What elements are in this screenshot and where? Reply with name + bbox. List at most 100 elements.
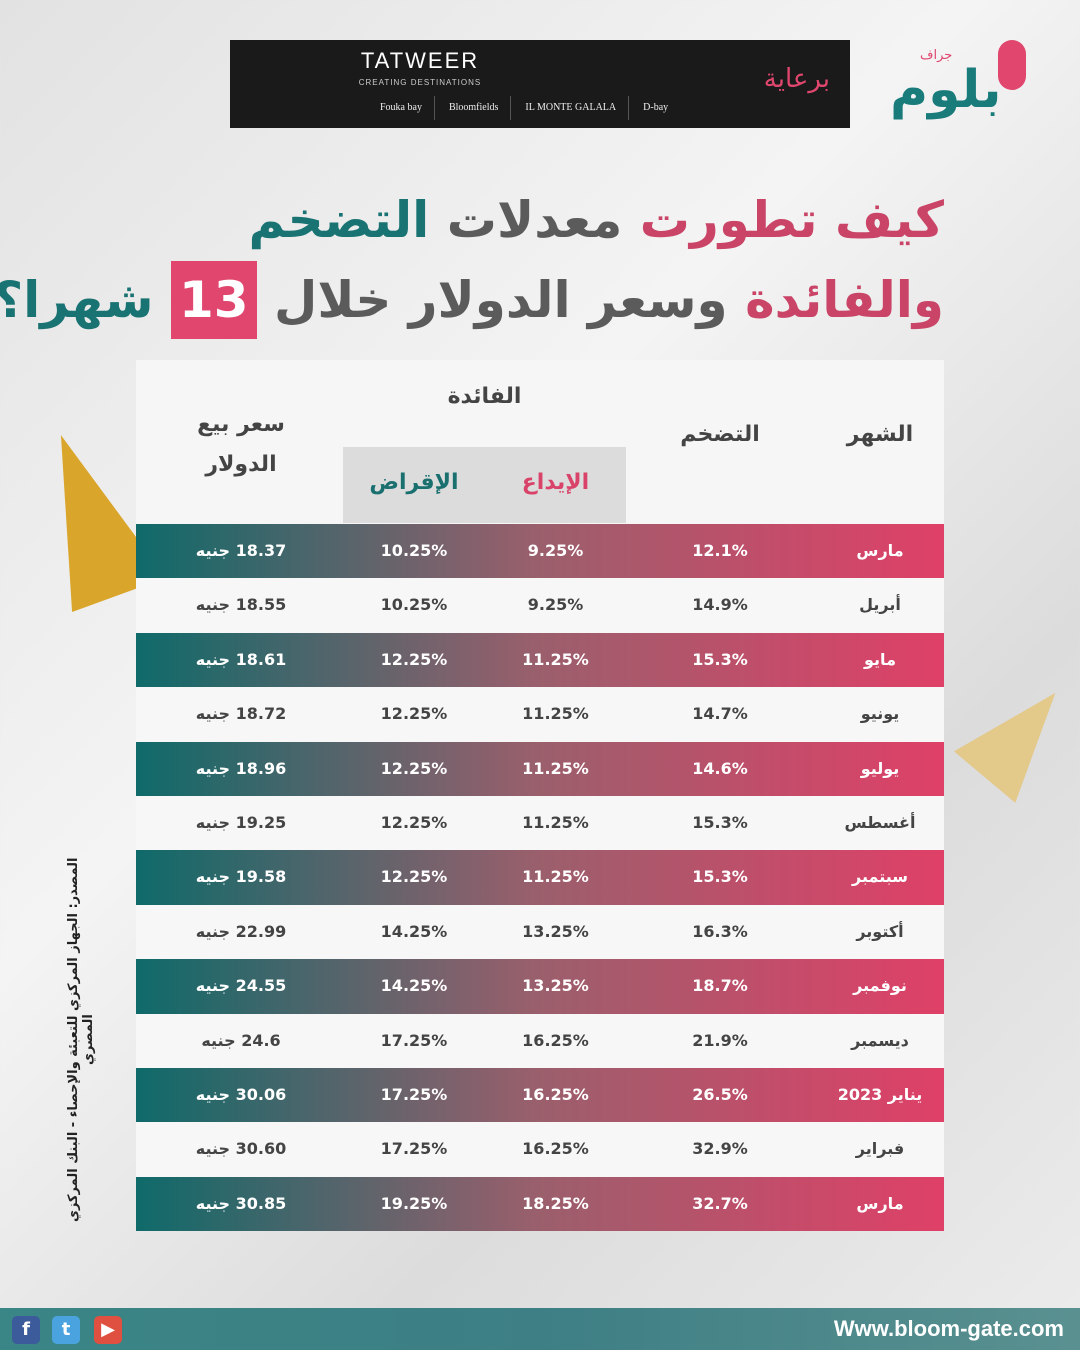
cell-inflation: 15.3% [692,649,748,669]
cell-lending: 10.25% [380,595,448,615]
cell-month: نوفمبر [853,976,907,996]
cell-deposit: 18.25% [522,1193,589,1213]
table-row: يناير 2023 26.5% 16.25% 17.25% 30.06 جنيه [136,1068,944,1123]
cell-lending: 12.25% [380,867,448,887]
table-row: يوليو 14.6% 11.25% 12.25% 18.96 جنيه [136,741,944,797]
cell-lending: 12.25% [380,649,448,669]
cell-month: أبريل [859,595,901,615]
title-number-badge: 13 [170,261,257,339]
cell-deposit: 9.25% [527,595,584,615]
cell-inflation: 14.7% [692,704,748,724]
project-logo: Bloomfields [449,96,512,120]
cell-month: مايو [864,649,896,669]
table-row: أكتوبر 16.3% 13.25% 14.25% 22.99 جنيه [136,904,944,960]
cell-deposit: 16.25% [522,1139,589,1159]
cell-month: أغسطس [844,813,916,832]
cell-deposit: 13.25% [522,921,589,941]
cell-lending: 12.25% [380,704,448,724]
table-row: يونيو 14.7% 11.25% 12.25% 18.72 جنيه [136,687,944,742]
cell-deposit: 13.25% [522,976,589,996]
project-logo: Fouka bay [380,96,435,120]
header-month: الشهر [846,422,914,447]
cell-dollar: 30.85 جنيه [195,1193,287,1213]
cell-deposit: 11.25% [522,813,589,832]
cell-lending: 12.25% [380,758,448,778]
cell-dollar: 18.37 جنيه [195,541,287,560]
cell-lending: 17.25% [380,1139,448,1159]
cell-month: مارس [856,1193,904,1213]
cell-month: يونيو [860,704,900,724]
title-part: التضخم [248,191,430,249]
cell-lending: 17.25% [380,1085,448,1104]
title-part: معدلات [446,191,623,249]
website-link[interactable]: Www.bloom-gate.com [833,1316,1064,1341]
cell-inflation: 14.6% [692,758,748,778]
title-part: كيف تطورت [639,191,944,249]
cell-inflation: 16.3% [692,921,748,941]
cell-deposit: 16.25% [522,1085,589,1104]
cell-deposit: 9.25% [527,541,584,560]
page-title: كيف تطورت معدلات التضخم والفائدة وسعر ال… [0,180,944,340]
title-part: وسعر الدولار خلال [273,271,728,329]
cell-inflation: 15.3% [692,813,748,832]
header-interest: الفائدة [447,384,522,409]
cell-dollar: 18.55 جنيه [195,595,287,615]
cell-lending: 12.25% [380,813,448,832]
table-row: مارس 12.1% 9.25% 10.25% 18.37 جنيه [136,524,944,579]
cell-month: يوليو [860,758,900,778]
cell-month: سبتمبر [851,867,908,887]
header-inflation: التضخم [680,422,760,447]
project-logos: Fouka bay Bloomfields IL MONTE GALALA D-… [380,96,680,120]
cell-inflation: 21.9% [692,1030,748,1050]
project-logo: D-bay [643,102,669,113]
table-row: مايو 15.3% 11.25% 12.25% 18.61 جنيه [136,632,944,688]
cell-lending: 10.25% [380,541,448,560]
header-lending: الإقراض [369,470,459,495]
facebook-icon[interactable]: f [12,1316,40,1344]
bloom-graph-logo: بلوم جراف [890,40,1040,130]
cell-month: يناير 2023 [837,1085,923,1104]
cell-inflation: 26.5% [692,1085,748,1104]
footer: f t ▶ Www.bloom-gate.com [0,1308,1080,1350]
cell-lending: 14.25% [380,976,448,996]
table-row: مارس 32.7% 18.25% 19.25% 30.85 جنيه [136,1176,944,1232]
cell-dollar: 18.61 جنيه [195,649,287,669]
header-deposit: الإيداع [521,470,590,495]
twitter-icon[interactable]: t [52,1316,80,1344]
cell-deposit: 16.25% [522,1030,589,1050]
cell-dollar: 19.58 جنيه [195,867,287,887]
tatweer-logo: TATWEER [360,48,480,73]
logo-subtext: جراف [920,48,953,63]
interest-subheader [343,447,626,523]
title-part: والفائدة [745,271,944,329]
cell-dollar: 18.72 جنيه [195,704,287,724]
cell-inflation: 15.3% [692,867,748,887]
cell-dollar: 24.55 جنيه [195,976,287,996]
data-table: الشهر التضخم الفائدة الإيداع الإقراض سعر… [136,360,944,1232]
cell-inflation: 32.7% [692,1193,748,1213]
table-row: سبتمبر 15.3% 11.25% 12.25% 19.58 جنيه [136,850,944,905]
youtube-icon[interactable]: ▶ [94,1316,122,1344]
cell-deposit: 11.25% [522,704,589,724]
gold-arrow-decoration [954,667,1080,803]
cell-inflation: 14.9% [692,595,748,615]
cell-lending: 17.25% [380,1030,448,1050]
microphone-icon [998,40,1026,90]
cell-lending: 19.25% [380,1193,448,1213]
cell-dollar: 30.60 جنيه [195,1139,287,1159]
table-row: ديسمبر 21.9% 16.25% 17.25% 24.6 جنيه [136,1013,944,1069]
cell-lending: 14.25% [380,921,448,941]
cell-deposit: 11.25% [522,649,589,669]
table-row: فبراير 32.9% 16.25% 17.25% 30.60 جنيه [136,1122,944,1177]
cell-dollar: 18.96 جنيه [195,758,287,778]
title-part: شهرا؟ [0,271,154,329]
source-note: المصدر: الجهاز المركزي للتعبئة والإحصاء … [66,857,96,1223]
cell-dollar: 22.99 جنيه [195,921,287,941]
logo-text: بلوم [890,60,1002,120]
tatweer-tagline: CREATING DESTINATIONS [358,78,482,87]
cell-dollar: 30.06 جنيه [195,1085,287,1104]
header-dollar: سعر بيع الدولار [197,412,285,477]
cell-inflation: 12.1% [692,541,748,560]
cell-dollar: 19.25 جنيه [195,813,287,832]
cell-inflation: 32.9% [692,1139,748,1159]
